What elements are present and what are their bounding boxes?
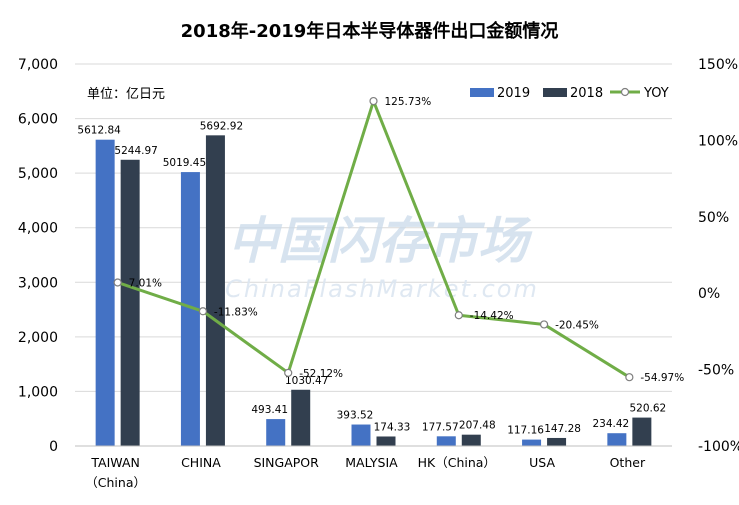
watermark-main: 中国闪存市场 <box>228 212 533 270</box>
bar-value-label: 520.62 <box>629 403 666 415</box>
right-tick-label: -100% <box>698 439 739 455</box>
axes: 0 1,000 2,000 3,000 4,000 5,000 6,000 7,000 -100… <box>18 57 739 490</box>
yoy-point <box>113 278 122 287</box>
bar-2018 <box>120 159 140 447</box>
yoy-label: 7.01% <box>129 277 162 289</box>
bar-value-label: 174.33 <box>374 421 411 433</box>
left-tick-label: 0 <box>49 439 58 455</box>
left-tick-label: 5,000 <box>18 166 58 182</box>
yoy-point <box>198 307 208 316</box>
chart-title: 2018年-2019年日本半导体器件出口金额情况 <box>181 20 559 42</box>
yoy-label: 125.73% <box>385 96 432 108</box>
yoy-label: -52.12% <box>299 368 343 380</box>
right-tick-label: 50% <box>698 210 729 226</box>
bar-2019 <box>351 424 371 446</box>
yoy-label: -20.45% <box>555 319 599 331</box>
bar-value-label: 493.41 <box>251 404 288 416</box>
bar-value-label: 177.57 <box>422 421 459 433</box>
bar-2018 <box>632 417 652 446</box>
gridlines <box>75 63 672 392</box>
yoy-point <box>539 320 549 329</box>
watermark-sub: ChinaFlashMarket.com <box>225 275 539 303</box>
bar-2018 <box>205 135 225 446</box>
right-tick-label: 150% <box>698 57 738 73</box>
category-label: Other <box>610 455 646 470</box>
category-label: HK（China） <box>418 455 496 470</box>
unit-label: 单位：亿日元 <box>87 87 165 102</box>
category-label: CHINA <box>181 455 221 470</box>
right-tick-label: -50% <box>698 363 734 379</box>
bar-2019 <box>95 139 115 446</box>
legend-label: 2019 <box>497 86 530 101</box>
bar-2019 <box>522 439 542 446</box>
bar-2018 <box>291 389 311 446</box>
bar-value-label: 5612.84 <box>77 125 121 137</box>
bar-2019 <box>436 436 456 446</box>
legend-swatch-2018 <box>543 88 567 97</box>
legend-label: 2018 <box>570 86 603 101</box>
bar-value-label: 1030.47 <box>285 375 328 387</box>
right-tick-label: 100% <box>698 133 738 149</box>
yoy-point <box>369 96 378 106</box>
bar-value-label: 5019.45 <box>163 157 206 169</box>
yoy-point <box>454 311 463 320</box>
bar-value-label: 147.28 <box>544 423 581 435</box>
left-tick-label: 1,000 <box>18 384 58 400</box>
bar-value-label: 117.16 <box>507 425 544 437</box>
bar-2019 <box>266 419 286 446</box>
left-tick-label: 6,000 <box>18 112 58 128</box>
yoy-line: 7.01% -11.83% -52.12% 125.73% -14.42% -20.45%… <box>113 96 684 384</box>
category-label: TAIWAN <box>90 455 139 470</box>
yoy-point <box>625 373 634 382</box>
left-tick-label: 2,000 <box>18 330 58 346</box>
bar-value-label: 5244.97 <box>114 145 157 157</box>
bar-2018 <box>547 437 567 446</box>
right-tick-label: 0% <box>698 286 720 302</box>
bar-2018 <box>461 434 481 446</box>
category-label: （China） <box>85 475 146 490</box>
category-label: USA <box>529 455 555 470</box>
watermark: 中国闪存市场 ChinaFlashMarket.com <box>225 212 539 303</box>
yoy-label: -14.42% <box>470 310 514 322</box>
bar-value-label: 234.42 <box>592 418 629 430</box>
legend-marker-yoy <box>620 87 630 97</box>
bar-value-label: 207.48 <box>459 420 496 432</box>
bar-2019 <box>607 433 627 446</box>
yoy-label: -11.83% <box>214 306 258 318</box>
legend-swatch-2019 <box>470 88 494 97</box>
left-tick-label: 7,000 <box>18 57 58 73</box>
bar-value-label: 393.52 <box>337 410 374 422</box>
legend-label: YOY <box>643 86 669 101</box>
bar-value-label: 5692.92 <box>200 120 243 132</box>
legend: 2019 2018 YOY <box>470 86 669 101</box>
bars: 5612.84 5019.45 493.41 393.52 177.57 117.16 23… <box>77 120 666 447</box>
left-tick-label: 3,000 <box>18 275 58 291</box>
yoy-point <box>284 368 293 377</box>
bar-2019 <box>180 172 200 447</box>
left-tick-label: 4,000 <box>18 221 58 237</box>
yoy-label: -54.97% <box>640 372 684 384</box>
category-label: SINGAPOR <box>254 455 320 470</box>
bar-2018 <box>376 436 396 446</box>
category-label: MALYSIA <box>345 455 398 470</box>
